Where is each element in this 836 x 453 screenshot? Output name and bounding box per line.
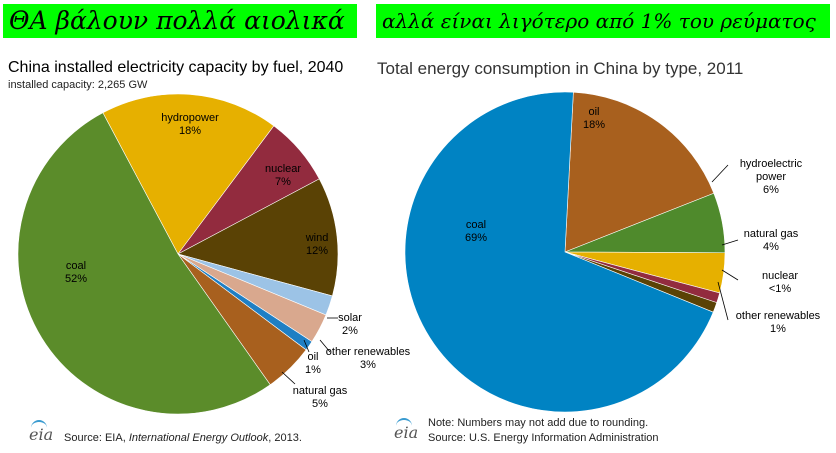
chart0-label-nuclear: nuclear 7%	[265, 163, 301, 188]
chart1-label-natural-gas: natural gas 4%	[744, 228, 799, 253]
chart0-leader-natural-gas	[281, 371, 296, 385]
chart1-leader-natural-gas	[721, 239, 739, 246]
right-note: Note: Numbers may not add due to roundin…	[428, 417, 649, 429]
chart1-slice-oil	[564, 91, 715, 253]
banner-left: ΘΑ βάλουν πολλά αιολικά	[3, 4, 357, 38]
chart0-label-oil: oil 1%	[305, 351, 321, 376]
chart0-label-hydropower: hydropower 18%	[161, 112, 219, 137]
eia-logo-right: eia	[394, 423, 419, 442]
chart0-slice-coal	[17, 112, 271, 415]
chart0-label-natural-gas: natural gas 5%	[293, 385, 348, 410]
eia-logo-left: eia	[29, 425, 54, 444]
chart1-leader-hydroelectric-power	[711, 164, 729, 183]
chart1-label-coal: coal 69%	[465, 219, 487, 244]
chart1-leader-other-renewables	[717, 281, 729, 321]
right-source: Source: U.S. Energy Information Administ…	[428, 432, 659, 444]
left-source-italic: International Energy Outlook	[128, 432, 269, 444]
left-source: Source: EIA, International Energy Outloo…	[64, 432, 302, 444]
chart1-label-hydroelectric-power: hydroelectric power 6%	[740, 158, 803, 196]
left-chart-subtitle: installed capacity: 2,265 GW	[8, 79, 148, 91]
eia-logo-arc-right	[396, 418, 412, 428]
chart0-leader-oil	[303, 339, 310, 353]
chart0-label-solar: solar 2%	[338, 312, 362, 337]
chart1-label-nuclear: nuclear <1%	[762, 270, 798, 295]
chart1-leader-nuclear	[721, 269, 739, 281]
chart0-slice-hydropower	[102, 93, 275, 255]
chart0-slice-wind	[177, 178, 339, 297]
chart0-label-other-renewables: other renewables 3%	[326, 346, 411, 371]
left-chart-title: China installed electricity capacity by …	[8, 59, 344, 76]
right-chart-title: Total energy consumption in China by typ…	[377, 59, 744, 78]
chart1-label-oil: oil 18%	[583, 106, 605, 131]
chart1-label-other-renewables: other renewables 1%	[736, 310, 821, 335]
chart0-label-wind: wind 12%	[305, 232, 329, 257]
chart1-slice-coal	[404, 91, 714, 413]
chart0-leader-other-renewables	[319, 339, 331, 353]
chart0-label-coal: coal 52%	[65, 260, 87, 285]
banner-right: αλλά είναι λιγότερο από 1% του ρεύματος	[376, 4, 830, 38]
eia-logo-arc-left	[31, 420, 47, 430]
